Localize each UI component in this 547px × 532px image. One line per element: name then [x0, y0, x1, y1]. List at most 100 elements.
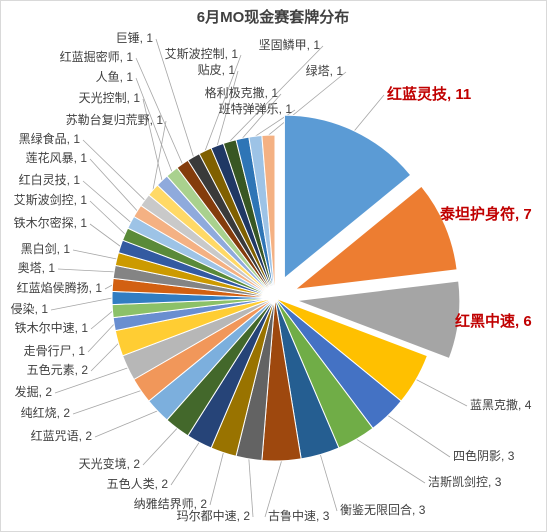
label-value: 2: [85, 429, 92, 443]
leader-line: [87, 323, 115, 353]
leader-line: [89, 158, 138, 212]
label-separator: ,: [222, 63, 229, 77]
label-value: 3: [419, 503, 426, 517]
pie-slice: [293, 185, 458, 291]
label-separator: ,: [57, 242, 64, 256]
data-label: 奥塔, 1: [18, 261, 56, 275]
leader-line: [209, 452, 224, 506]
label-separator: ,: [75, 321, 82, 335]
label-category: 衡鉴无限回合: [340, 502, 412, 517]
label-separator: ,: [265, 86, 272, 100]
label-category: 五色人类: [107, 477, 155, 491]
label-separator: ,: [42, 261, 49, 275]
label-separator: ,: [89, 281, 96, 295]
label-separator: ,: [79, 429, 86, 443]
label-value: 3: [323, 509, 330, 523]
data-label: 泰坦护身符, 7: [439, 205, 532, 223]
data-label: 纳雅结界师, 2: [134, 496, 208, 511]
data-label: 巨锤, 1: [116, 30, 154, 45]
label-separator: ,: [330, 64, 337, 78]
label-value: 1: [63, 242, 70, 256]
label-value: 1: [80, 193, 87, 207]
label-separator: ,: [39, 385, 46, 399]
leader-line: [89, 200, 126, 235]
data-label: 纯红烧, 2: [21, 405, 71, 420]
label-category: 黑白剑: [21, 241, 57, 256]
leader-line: [142, 98, 163, 181]
data-label: 艾斯波剑控, 1: [14, 192, 88, 207]
label-separator: ,: [501, 449, 508, 463]
label-value: 2: [63, 406, 70, 420]
data-label: 衡鉴无限回合, 3: [340, 502, 426, 517]
label-separator: ,: [72, 344, 79, 358]
label-value: 1: [80, 151, 87, 165]
leader-line: [229, 45, 324, 142]
label-separator: ,: [515, 206, 523, 223]
label-separator: ,: [75, 363, 82, 377]
leader-line: [415, 379, 468, 407]
label-separator: ,: [120, 50, 127, 64]
leader-line: [57, 268, 115, 273]
data-label: 红白灵技, 1: [19, 172, 81, 187]
leader-line: [135, 57, 183, 165]
label-category: 格利极克撒: [205, 85, 265, 100]
leader-line: [82, 139, 145, 201]
label-category: 泰坦护身符: [439, 205, 515, 223]
data-label: 天光控制, 1: [79, 91, 141, 105]
label-value: 1: [81, 321, 88, 335]
label-category: 人鱼: [96, 70, 120, 84]
label-value: 4: [525, 398, 532, 412]
label-separator: ,: [307, 38, 314, 52]
label-value: 2: [243, 509, 250, 523]
leader-line: [248, 458, 254, 518]
label-separator: ,: [488, 475, 495, 489]
label-category: 四色阴影: [453, 449, 501, 463]
leader-line: [356, 438, 426, 484]
data-label: 铁木尔中速, 1: [15, 320, 89, 335]
label-category: 侵染: [11, 301, 35, 316]
label-category: 红蓝焰侯腾扬: [17, 280, 89, 295]
label-value: 1: [146, 31, 153, 45]
pie-slice: [283, 114, 412, 280]
label-category: 天光变境: [79, 456, 127, 471]
data-label: 坚固鳞甲, 1: [259, 38, 321, 52]
label-category: 班特弹弹乐: [219, 101, 279, 116]
label-separator: ,: [518, 398, 525, 412]
data-label: 红蓝咒语, 2: [31, 428, 93, 443]
data-label: 蓝黑克撒, 4: [470, 397, 532, 412]
label-value: 1: [285, 102, 292, 116]
label-value: 1: [231, 47, 238, 61]
label-category: 蓝黑克撒: [470, 397, 518, 412]
data-label: 红蓝焰侯腾扬, 1: [17, 280, 103, 295]
label-separator: ,: [515, 313, 523, 330]
data-label: 四色阴影, 3: [453, 449, 515, 463]
leader-line: [72, 249, 117, 260]
data-label: 黑绿食品, 1: [19, 131, 81, 146]
label-category: 洁斯凯剑控: [428, 474, 488, 489]
label-value: 1: [78, 344, 85, 358]
label-value: 1: [156, 113, 163, 127]
leader-lines: [50, 38, 468, 518]
label-category: 纯红烧: [21, 405, 57, 420]
label-value: 2: [161, 477, 168, 491]
label-category: 玛尔都中速: [177, 508, 237, 523]
label-value: 7: [523, 206, 531, 223]
label-category: 铁木尔密探: [14, 215, 74, 230]
label-value: 3: [508, 449, 515, 463]
label-category: 红黑中速: [455, 312, 515, 330]
label-separator: ,: [447, 86, 455, 103]
label-separator: ,: [150, 113, 157, 127]
data-label: 发掘, 2: [15, 384, 53, 399]
label-separator: ,: [35, 302, 42, 316]
data-label: 铁木尔密探, 1: [14, 215, 88, 230]
label-category: 发掘: [15, 384, 39, 399]
label-value: 2: [45, 385, 52, 399]
label-category: 红白灵技: [19, 172, 67, 187]
data-label: 莲花风暴, 1: [26, 150, 88, 165]
leader-line: [94, 410, 158, 438]
data-label: 苏勒台复归荒野, 1: [66, 112, 164, 127]
label-value: 1: [126, 70, 133, 84]
leader-line: [72, 390, 141, 415]
label-category: 纳雅结界师: [134, 496, 194, 511]
